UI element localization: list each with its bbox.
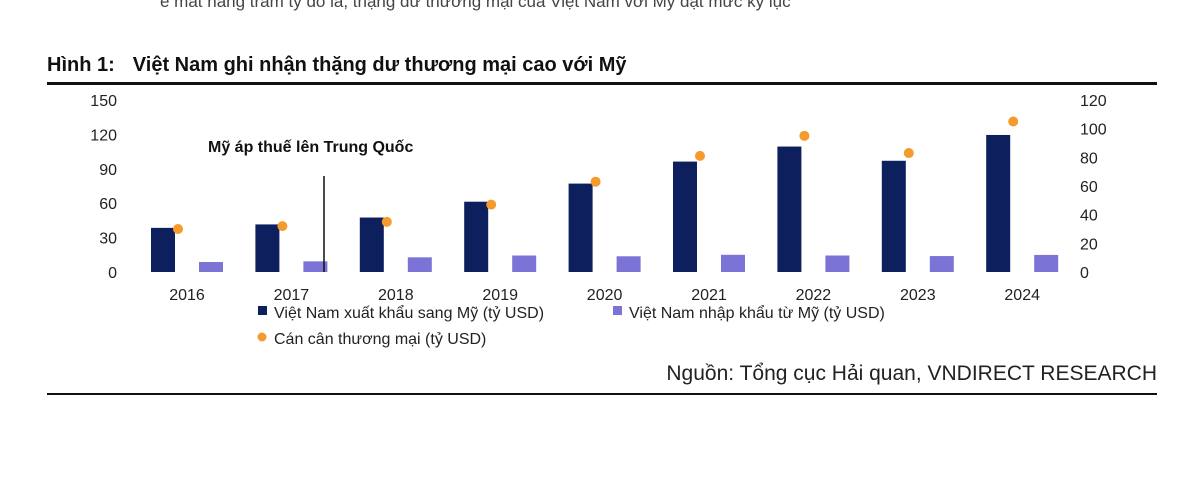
import-bar <box>199 262 223 272</box>
tariff-annotation: Mỹ áp thuế lên Trung Quốc <box>208 139 413 156</box>
x-axis: 2016 2017 2018 2019 2020 2021 2022 2023 2024 <box>169 287 1040 304</box>
export-bar <box>986 134 1011 272</box>
x-tick-label: 2022 <box>796 287 832 304</box>
export-bar <box>464 201 489 272</box>
legend-label: Việt Nam nhập khẩu từ Mỹ (tỷ USD) <box>629 304 885 322</box>
balance-point <box>173 224 183 234</box>
balance-point <box>1008 116 1019 127</box>
right-tick-label: 80 <box>1080 150 1098 167</box>
legend-swatch <box>258 306 267 315</box>
export-bar <box>359 217 384 272</box>
balance-point <box>486 199 497 210</box>
x-tick-label: 2023 <box>900 287 936 304</box>
left-tick-label: 0 <box>108 265 117 282</box>
source-note: Nguồn: Tổng cục Hải quan, VNDIRECT RESEA… <box>666 362 1157 385</box>
bottom-rule <box>47 393 1157 395</box>
legend-label: Việt Nam xuất khẩu sang Mỹ (tỷ USD) <box>274 304 544 322</box>
export-bar <box>881 160 906 272</box>
import-bar <box>407 257 432 272</box>
import-bar <box>303 261 328 272</box>
left-tick-label: 90 <box>99 162 117 179</box>
import-bar <box>512 255 537 272</box>
x-tick-label: 2024 <box>1004 287 1040 304</box>
export-bar <box>151 227 175 272</box>
x-tick-label: 2020 <box>587 287 623 304</box>
export-bar <box>777 146 802 272</box>
left-tick-label: 30 <box>99 231 117 248</box>
balance-points <box>173 116 1019 234</box>
import-bar <box>721 254 745 272</box>
import-bar <box>929 256 954 272</box>
balance-point <box>799 130 810 141</box>
x-tick-label: 2021 <box>691 287 727 304</box>
right-tick-label: 60 <box>1080 179 1098 196</box>
export-bar <box>673 161 697 272</box>
title-rule <box>47 82 1157 85</box>
right-tick-label: 0 <box>1080 265 1089 282</box>
import-bar <box>616 256 641 272</box>
figure-title-text: Việt Nam ghi nhận thặng dư thương mại ca… <box>132 54 627 76</box>
balance-point <box>590 176 601 187</box>
import-bar <box>825 255 850 272</box>
legend-label: Cán cân thương mại (tỷ USD) <box>274 331 486 348</box>
right-tick-label: 120 <box>1080 93 1107 110</box>
import-bar <box>1034 254 1059 272</box>
left-tick-label: 60 <box>99 196 117 213</box>
x-tick-label: 2019 <box>482 287 518 304</box>
left-tick-label: 120 <box>90 127 117 144</box>
bars <box>151 134 1059 272</box>
right-tick-label: 40 <box>1080 208 1098 225</box>
left-axis: 150 120 90 60 30 0 <box>90 93 117 282</box>
balance-point <box>695 150 705 161</box>
top-cut-text: ẽ mất hàng trăm tỷ đô la, thặng dư thươn… <box>160 0 791 11</box>
legend-swatch <box>257 332 267 342</box>
figure-title: Hình 1: Việt Nam ghi nhận thặng dư thương… <box>47 54 627 77</box>
x-tick-label: 2018 <box>378 287 414 304</box>
x-tick-label: 2017 <box>274 287 310 304</box>
balance-point <box>903 148 914 159</box>
figure-label: Hình 1: <box>47 54 115 76</box>
export-bar <box>568 183 593 272</box>
legend: Việt Nam xuất khẩu sang Mỹ (tỷ USD) Việt … <box>257 304 885 348</box>
balance-point <box>381 216 392 227</box>
right-tick-label: 20 <box>1080 236 1098 253</box>
export-bar <box>255 224 280 272</box>
balance-point <box>277 221 288 232</box>
left-tick-label: 150 <box>90 93 117 110</box>
x-tick-label: 2016 <box>169 287 205 304</box>
right-axis: 120 100 80 60 40 20 0 <box>1080 93 1107 282</box>
legend-swatch <box>613 306 622 315</box>
right-tick-label: 100 <box>1080 122 1107 139</box>
